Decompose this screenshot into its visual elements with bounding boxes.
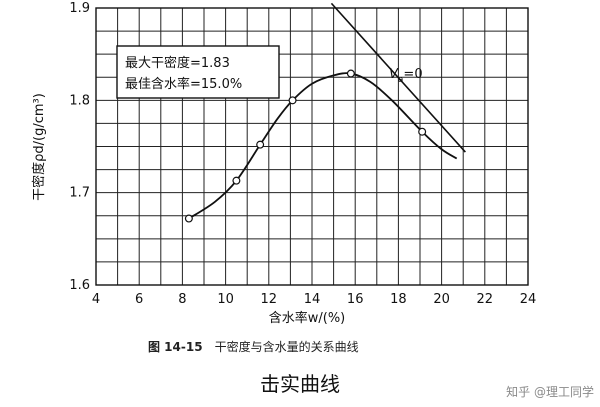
figure-number: 图 14-15	[148, 340, 203, 354]
x-tick-label: 14	[304, 292, 321, 307]
data-point	[256, 140, 265, 149]
x-tick-label: 18	[390, 292, 407, 307]
plot-frame	[95, 7, 529, 286]
zero-air-voids-label: Va=0	[389, 67, 423, 85]
annotation-max-density: 最大干密度=1.83	[125, 55, 230, 71]
data-point	[232, 176, 241, 185]
data-point	[184, 214, 193, 223]
x-axis-label: 含水率w/(%)	[269, 310, 346, 326]
x-tick-label: 22	[477, 292, 494, 307]
x-tick-label: 16	[347, 292, 364, 307]
x-tick-labels: 4 6 8 10 12 14 16 18 20 22 24	[92, 292, 536, 307]
watermark: 知乎 @理工同学	[506, 384, 594, 399]
figure-caption-text: 干密度与含水量的关系曲线	[215, 339, 359, 354]
data-point	[288, 96, 297, 105]
y-tick-label: 1.6	[69, 278, 90, 293]
annotation-box: 最大干密度=1.83 最佳含水率=15.0%	[116, 45, 280, 99]
y-tick-label: 1.9	[69, 1, 90, 16]
zero-air-voids-line-group	[330, 2, 466, 153]
y-axis-label: 干密度ρd/(g/cm³)	[31, 93, 47, 201]
y-tick-label: 1.8	[69, 93, 90, 108]
x-tick-label: 24	[520, 292, 537, 307]
x-tick-label: 12	[261, 292, 278, 307]
data-point	[346, 69, 355, 78]
annotation-optimum-moisture: 最佳含水率=15.0%	[125, 76, 242, 92]
figure-caption: 图 14-15 干密度与含水量的关系曲线	[148, 339, 359, 354]
data-points	[184, 69, 427, 223]
y-tick-label: 1.7	[69, 186, 90, 201]
data-point	[418, 127, 427, 136]
x-tick-label: 8	[178, 292, 186, 307]
x-tick-label: 4	[92, 292, 100, 307]
chart-subtitle: 击实曲线	[260, 372, 340, 396]
x-tick-label: 6	[135, 292, 143, 307]
x-tick-label: 10	[217, 292, 234, 307]
x-tick-label: 20	[433, 292, 450, 307]
y-tick-labels: 1.6 1.7 1.8 1.9	[69, 1, 90, 293]
zero-air-voids-line	[330, 2, 466, 153]
